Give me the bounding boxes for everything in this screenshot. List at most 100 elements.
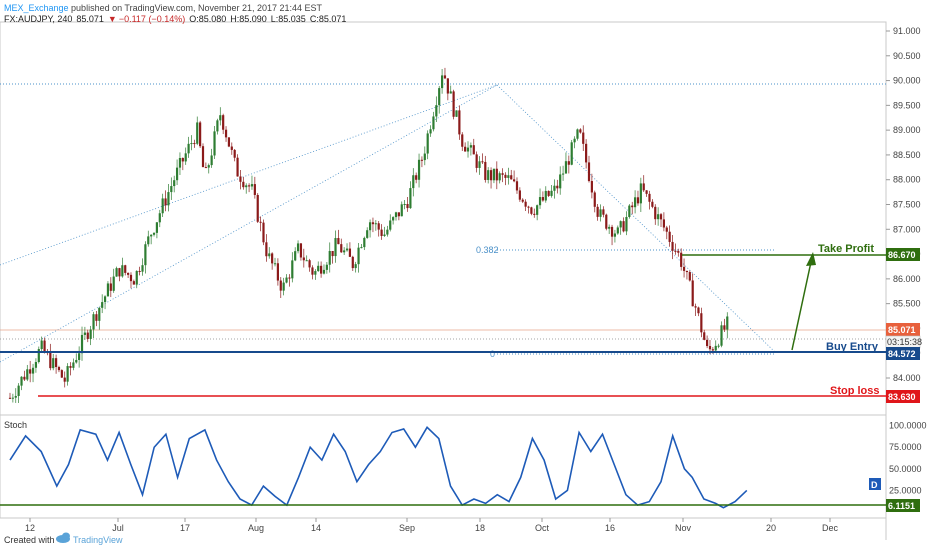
candle-body bbox=[302, 257, 305, 261]
candle-body bbox=[305, 260, 308, 262]
candle-body bbox=[645, 190, 648, 194]
candle-body bbox=[63, 377, 66, 382]
candle-body bbox=[158, 213, 161, 223]
candle-body bbox=[573, 138, 576, 143]
candle-body bbox=[89, 329, 92, 339]
candle-body bbox=[320, 265, 323, 274]
target-arrow-line[interactable] bbox=[791, 261, 812, 351]
candle-body bbox=[671, 241, 674, 251]
candle-body bbox=[366, 230, 369, 238]
candle-body bbox=[616, 227, 619, 234]
candle-body bbox=[406, 204, 409, 209]
chart-header: MEX_Exchange published on TradingView.co… bbox=[4, 3, 346, 24]
candle-body bbox=[556, 185, 559, 189]
candle-body bbox=[17, 385, 20, 396]
candle-body bbox=[311, 267, 314, 275]
candle-body bbox=[590, 181, 593, 193]
candle-body bbox=[262, 222, 265, 243]
candle-body bbox=[201, 146, 205, 168]
candle-body bbox=[423, 153, 426, 161]
candle-body bbox=[121, 265, 124, 277]
footer-brand[interactable]: TradingView bbox=[73, 535, 123, 545]
candle-body bbox=[164, 198, 167, 206]
dock-button-label: D bbox=[871, 480, 878, 490]
candle-body bbox=[714, 345, 717, 351]
candle-body bbox=[242, 181, 245, 188]
candle-body bbox=[95, 314, 98, 321]
trend-line-upper[interactable] bbox=[0, 84, 498, 266]
candle-body bbox=[233, 149, 236, 158]
candle-body bbox=[438, 88, 441, 106]
candle-body bbox=[173, 180, 176, 187]
candle-body bbox=[236, 157, 239, 177]
symbol-label: FX:AUDJPY, 240 bbox=[4, 14, 72, 24]
candle-body bbox=[708, 346, 712, 350]
candle-body bbox=[247, 185, 251, 187]
candle-body bbox=[101, 302, 104, 308]
candle-body bbox=[700, 313, 703, 333]
candle-body bbox=[691, 280, 694, 307]
candle-body bbox=[492, 168, 496, 181]
candle-body bbox=[83, 332, 86, 335]
candle-body bbox=[527, 206, 530, 208]
candle-body bbox=[377, 223, 380, 230]
candle-body bbox=[245, 185, 248, 188]
candle-body bbox=[711, 349, 714, 351]
time-tick-label: 18 bbox=[475, 523, 485, 533]
time-tick-label: 16 bbox=[605, 523, 615, 533]
candle-body bbox=[155, 222, 159, 233]
candle-body bbox=[43, 340, 46, 353]
candle-body bbox=[420, 159, 424, 161]
trend-line-lower[interactable] bbox=[0, 84, 498, 363]
price-tick-label: 87.500 bbox=[893, 200, 921, 210]
candle-body bbox=[489, 170, 493, 181]
candle-body bbox=[538, 197, 542, 206]
candle-body bbox=[657, 214, 660, 220]
candle-body bbox=[216, 120, 219, 132]
candle-body bbox=[417, 159, 421, 180]
candle-body bbox=[184, 153, 187, 162]
candle-body bbox=[530, 207, 533, 214]
open-label: O:85.080 bbox=[189, 14, 226, 24]
candle-body bbox=[633, 197, 637, 208]
candle-body bbox=[397, 212, 400, 217]
stoch-pane: Stoch 6.1151 D bbox=[0, 420, 920, 512]
time-tick-label: Dec bbox=[822, 523, 839, 533]
fib-diagonal-line[interactable] bbox=[496, 84, 776, 353]
footer: Created with TradingView bbox=[4, 532, 123, 545]
candle-body bbox=[29, 369, 32, 374]
candle-body bbox=[639, 183, 642, 204]
price-tick-label: 88.000 bbox=[893, 175, 921, 185]
candle-body bbox=[187, 143, 190, 154]
drawings-layer: 0.382 0 bbox=[0, 83, 886, 363]
candle-body bbox=[213, 131, 216, 156]
candle-body bbox=[124, 265, 127, 273]
price-tick-label: 90.500 bbox=[893, 51, 921, 61]
candle-body bbox=[723, 325, 726, 330]
candle-body bbox=[291, 260, 294, 279]
candle-body bbox=[294, 251, 297, 261]
price-tick-label: 86.000 bbox=[893, 274, 921, 284]
candle-body bbox=[80, 334, 84, 354]
publisher-name[interactable]: MEX_Exchange bbox=[4, 3, 69, 13]
candle-body bbox=[239, 176, 242, 182]
candle-body bbox=[40, 340, 43, 350]
candle-body bbox=[389, 220, 392, 230]
candle-body bbox=[585, 143, 588, 163]
candle-body bbox=[504, 174, 507, 178]
stoch-level-value: 6.1151 bbox=[888, 501, 915, 511]
candle-body bbox=[138, 270, 141, 272]
candle-body bbox=[587, 162, 591, 182]
candle-body bbox=[118, 268, 121, 277]
candle-body bbox=[193, 143, 196, 145]
stoch-line[interactable] bbox=[9, 426, 748, 509]
candle-body bbox=[435, 105, 438, 117]
candle-body bbox=[351, 256, 354, 269]
candles-layer bbox=[8, 67, 729, 403]
candle-body bbox=[697, 307, 700, 314]
candle-body bbox=[659, 214, 663, 220]
candle-body bbox=[129, 274, 133, 282]
candle-body bbox=[69, 366, 72, 368]
candle-body bbox=[602, 209, 605, 215]
dock-button[interactable] bbox=[869, 478, 881, 490]
